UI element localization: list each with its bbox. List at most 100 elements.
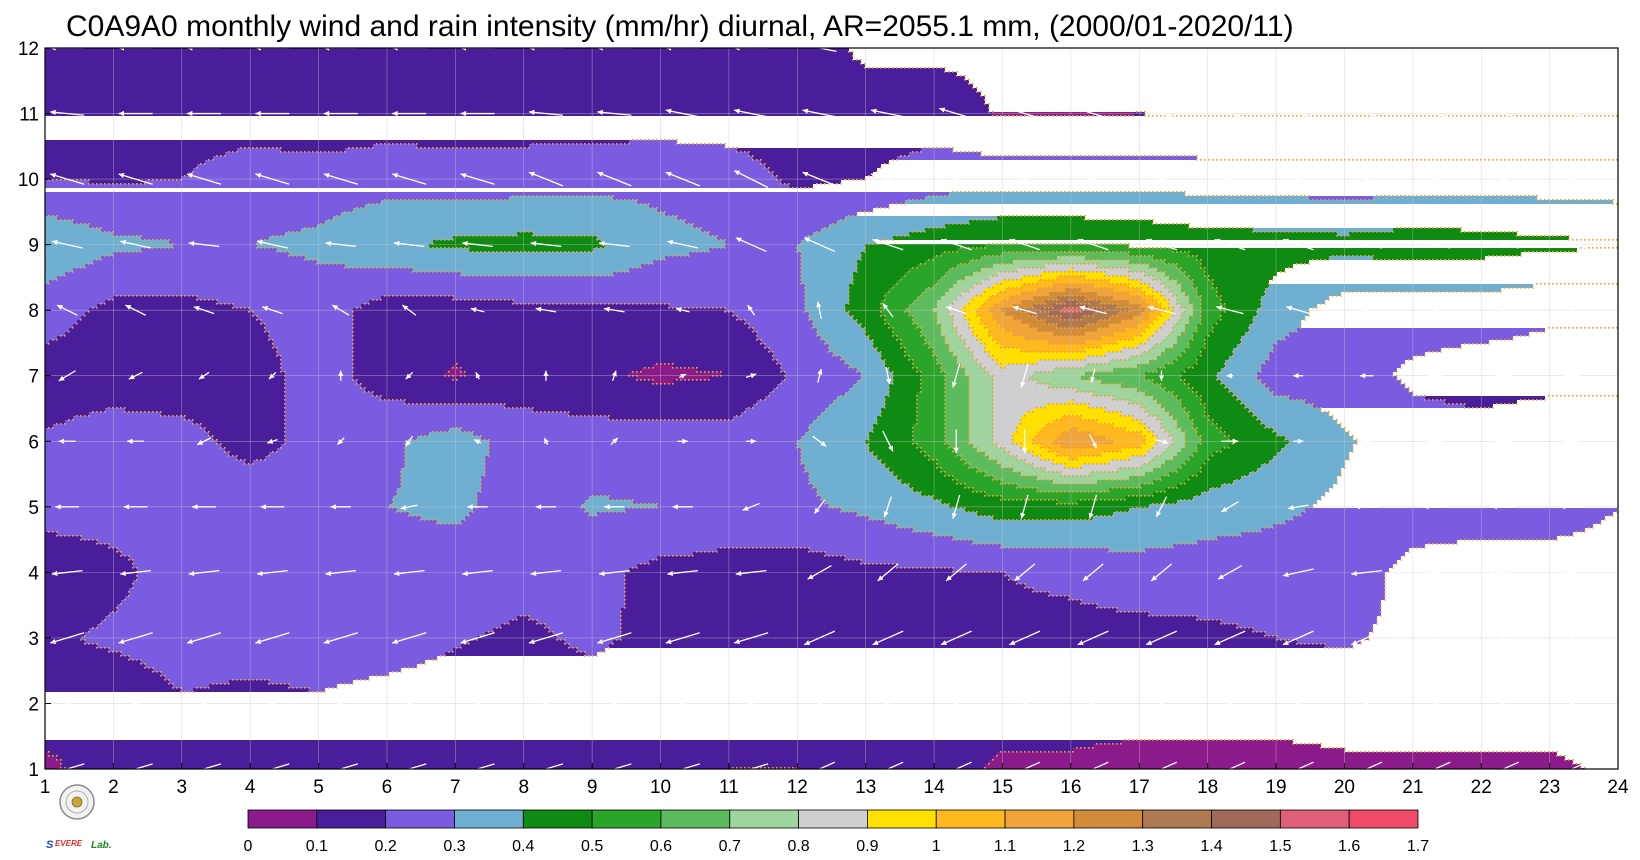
contour-edge (992, 319, 994, 321)
contour-edge (1048, 243, 1050, 245)
contour-edge (1156, 331, 1158, 333)
contour-cell (1109, 316, 1133, 320)
contour-cell (1109, 460, 1149, 464)
contour-cell (965, 460, 997, 464)
contour-cell (353, 348, 769, 352)
contour-edge (1272, 395, 1274, 397)
contour-edge (1584, 115, 1586, 117)
contour-edge (1244, 115, 1246, 117)
contour-cell (1181, 352, 1201, 356)
contour-edge (1060, 359, 1062, 361)
contour-edge (344, 263, 346, 265)
contour-cell (945, 396, 969, 400)
contour-edge (736, 315, 738, 317)
contour-edge (840, 355, 842, 357)
contour-cell (893, 284, 933, 288)
contour-edge (612, 303, 614, 305)
contour-cell (933, 348, 949, 352)
contour-edge (968, 275, 970, 277)
contour-edge (1612, 203, 1614, 205)
contour-edge (1064, 283, 1066, 285)
contour-edge (1224, 303, 1226, 305)
contour-edge (272, 247, 274, 249)
contour-edge (1068, 359, 1070, 361)
contour-edge (212, 299, 214, 301)
contour-edge (520, 147, 522, 149)
contour-edge (1020, 303, 1022, 305)
contour-edge (820, 339, 822, 341)
contour-edge (1076, 251, 1078, 253)
contour-cell (45, 148, 237, 152)
contour-edge (460, 247, 462, 249)
contour-cell (625, 592, 1049, 596)
contour-edge (896, 235, 898, 237)
contour-edge (1104, 287, 1106, 289)
contour-cell (1185, 408, 1205, 412)
contour-edge (544, 251, 546, 253)
contour-cell (877, 456, 929, 460)
contour-edge (88, 227, 90, 229)
contour-edge (1024, 299, 1026, 301)
contour-edge (412, 295, 414, 297)
contour-cell (45, 192, 949, 196)
contour-cell (637, 200, 905, 204)
contour-edge (148, 239, 150, 241)
contour-edge (1556, 251, 1558, 253)
contour-edge (1092, 299, 1094, 301)
contour-edge (972, 219, 974, 221)
contour-edge (1456, 159, 1458, 161)
contour-edge (468, 275, 470, 277)
contour-cell (981, 364, 1001, 368)
contour-edge (920, 383, 922, 385)
contour-edge (1588, 247, 1590, 249)
contour-edge (664, 139, 666, 141)
contour-edge (848, 287, 850, 289)
contour-edge (1088, 115, 1090, 117)
contour-edge (1140, 343, 1142, 345)
contour-cell (917, 444, 949, 448)
contour-cell (1029, 312, 1049, 316)
contour-edge (1148, 303, 1150, 305)
contour-edge (328, 151, 330, 153)
contour-edge (1092, 391, 1094, 393)
contour-edge (688, 307, 690, 309)
contour-edge (1040, 191, 1042, 193)
contour-cell (1157, 436, 1173, 440)
contour-edge (1480, 259, 1482, 261)
contour-edge (500, 275, 502, 277)
contour-edge (1084, 351, 1086, 353)
contour-cell (1193, 364, 1225, 368)
contour-edge (752, 155, 754, 157)
contour-edge (432, 295, 434, 297)
contour-edge (1612, 115, 1614, 117)
contour-cell (133, 564, 637, 568)
contour-edge (596, 239, 598, 241)
contour-cell (101, 620, 509, 624)
contour-cell (45, 556, 129, 560)
contour-edge (920, 263, 922, 265)
contour-cell (1033, 408, 1105, 412)
contour-edge (640, 303, 642, 305)
contour-edge (1132, 295, 1134, 297)
contour-edge (532, 231, 534, 233)
contour-cell (897, 336, 925, 340)
contour-edge (980, 295, 982, 297)
contour-edge (1612, 395, 1614, 397)
contour-edge (1112, 395, 1114, 397)
contour-cell (73, 416, 185, 420)
contour-edge (1068, 283, 1070, 285)
contour-edge (1376, 159, 1378, 161)
contour-edge (652, 383, 654, 385)
contour-cell (1169, 332, 1181, 336)
contour-edge (560, 251, 562, 253)
contour-edge (432, 247, 434, 249)
contour-cell (1185, 436, 1201, 440)
contour-cell (973, 488, 1037, 492)
contour-edge (940, 327, 942, 329)
contour-cell (1205, 408, 1249, 412)
contour-edge (1152, 295, 1154, 297)
contour-cell (985, 492, 1153, 496)
contour-edge (584, 275, 586, 277)
contour-edge (1116, 259, 1118, 261)
contour-cell (1145, 392, 1173, 396)
